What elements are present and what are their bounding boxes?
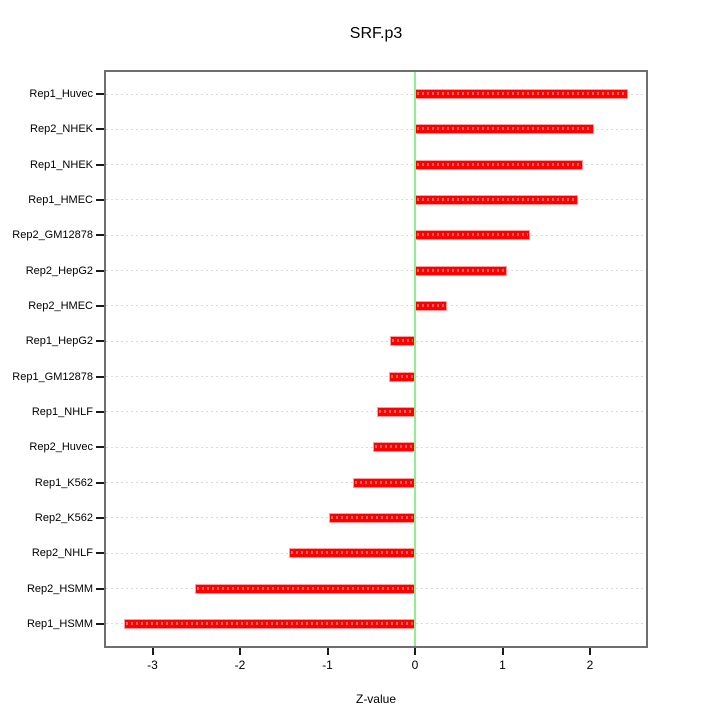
bar-dash-pattern [417,92,626,95]
bar [415,230,530,241]
x-axis-tick [414,648,416,655]
y-axis-tick [96,93,104,95]
y-axis-label: Rep2_GM12878 [12,229,93,242]
y-axis-tick [96,587,104,590]
x-axis-tick [239,648,241,655]
bar [415,194,578,205]
y-axis-tick [96,622,104,625]
x-axis-tick-label: 2 [586,658,594,672]
x-axis-tick-label: -3 [147,658,158,672]
y-axis-tick [96,269,104,272]
bar-dash-pattern [291,551,413,555]
y-axis-label: Rep1_NHLF [31,405,93,418]
y-axis-label: Rep1_HepG2 [25,335,93,348]
y-axis-tick [96,163,104,166]
y-axis-tick [96,128,104,131]
bar-dash-pattern [375,445,413,449]
y-axis-tick [96,446,104,449]
plot-area [104,70,648,648]
bar [123,618,415,629]
bar-dash-pattern [196,586,413,590]
bar [415,265,507,276]
y-axis-label: Rep1_GM12878 [12,370,93,383]
bar [415,124,594,135]
bar [289,548,415,559]
x-axis-tick-label: 1 [499,658,506,672]
grid-line [106,128,646,130]
y-axis-label: Rep1_K562 [34,476,93,489]
y-axis-tick [96,375,104,378]
grid-line [106,93,646,95]
x-axis-tick [151,648,154,655]
y-axis-label: Rep1_NHEK [30,158,93,171]
y-axis-tick [96,552,104,555]
y-axis-tick [96,234,104,237]
bar-dash-pattern [417,233,528,237]
bar [415,159,583,170]
bar-dash-pattern [417,127,592,131]
grid-line [106,411,646,413]
y-axis-tick [96,481,104,484]
bar-dash-pattern [417,303,445,307]
y-axis-tick [96,304,104,307]
bar [329,512,415,523]
y-axis-label: Rep2_HSMM [26,582,93,595]
bar-dash-pattern [417,197,576,201]
y-axis-label: Rep1_HMEC [28,193,93,206]
grid-line [106,234,646,236]
grid-line [106,340,646,342]
x-axis-tick [326,648,329,655]
x-axis-tick [501,648,504,655]
x-axis-tick-label: -2 [234,658,246,672]
y-axis-label: Rep2_Huvec [29,441,93,454]
bar-dash-pattern [379,409,413,413]
x-axis-title: Z-value [355,692,396,706]
y-axis-tick [96,198,104,201]
y-axis-tick [96,410,104,413]
grid-line [106,199,646,201]
y-axis-label: Rep2_NHLF [31,547,93,560]
y-axis-label: Rep2_K562 [34,511,93,524]
y-axis-tick [96,516,104,519]
y-axis-label: Rep1_HSMM [26,617,93,630]
grid-line [106,305,646,307]
bar-dash-pattern [331,515,413,519]
y-axis-tick [96,340,104,343]
bar [389,336,415,347]
y-axis-label: Rep1_Huvec [29,88,93,100]
grid-line [106,164,646,166]
bar-dash-pattern [417,162,581,166]
y-axis-label: Rep2_NHEK [30,123,93,136]
x-axis-tick-label: 0 [411,658,419,672]
plot-inner [106,72,646,646]
chart-title: SRF.p3 [349,25,403,42]
x-axis-tick [589,648,591,655]
bar-dash-pattern [354,480,413,484]
bar [352,477,415,488]
grid-line [106,270,646,272]
y-axis-label: Rep2_HepG2 [25,264,93,277]
bar-dash-pattern [391,339,413,343]
zero-reference-line [414,72,416,646]
bar [373,442,415,453]
bar [388,371,415,382]
bar [415,300,447,311]
bar [377,406,415,417]
bar [415,89,628,99]
grid-line [106,376,646,378]
bar-dash-pattern [417,268,505,272]
y-axis-label: Rep2_HMEC [28,299,93,312]
bar-dash-pattern [390,374,413,378]
bar-dash-pattern [125,621,413,625]
bar [194,583,415,594]
x-axis-tick-label: -1 [322,658,333,672]
